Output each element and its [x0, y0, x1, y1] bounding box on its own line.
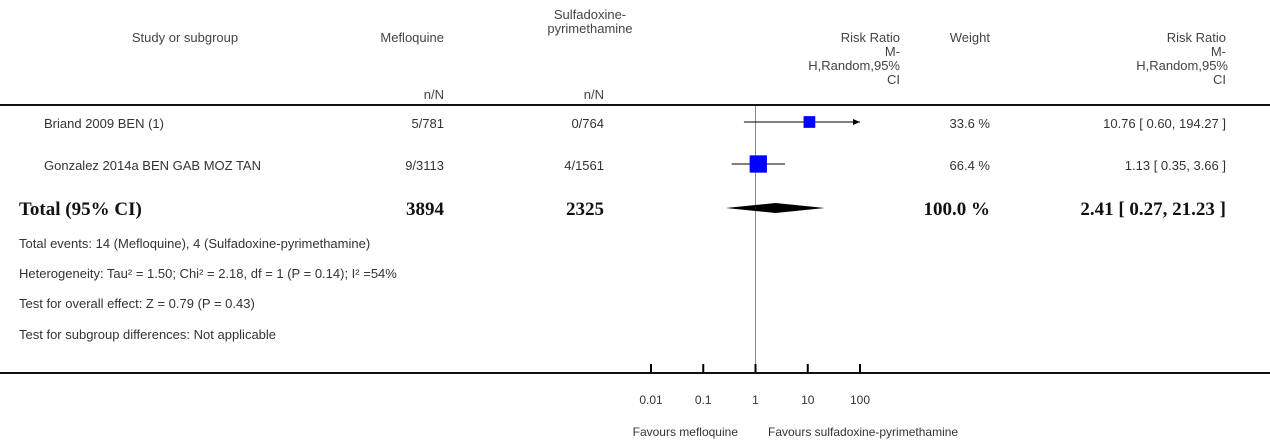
axis-tick-label: 1	[752, 393, 759, 407]
header-exp-name: Mefloquine	[380, 30, 444, 45]
total-ctl: 2325	[566, 199, 604, 220]
ci-arrow	[853, 119, 860, 125]
study-ctl: 0/764	[571, 116, 604, 131]
pooled-diamond	[725, 203, 825, 213]
study-name: Gonzalez 2014a BEN GAB MOZ TAN	[44, 158, 261, 173]
header-rr-plot-3: H,Random,95%	[808, 58, 900, 73]
total-weight: 100.0 %	[923, 199, 991, 220]
study-weight: 66.4 %	[949, 158, 990, 173]
axis-tick-label: 100	[850, 393, 870, 407]
study-rr: 10.76 [ 0.60, 194.27 ]	[1103, 116, 1226, 131]
total-exp: 3894	[406, 199, 444, 220]
header-ctl-name-2: pyrimethamine	[547, 21, 633, 36]
favours-left: Favours mefloquine	[632, 425, 738, 439]
header-rule	[0, 104, 1270, 106]
header-rr-4: CI	[1213, 72, 1226, 87]
header-rr-2: M-	[1210, 44, 1226, 59]
header-weight: Weight	[949, 30, 990, 45]
study-weight: 33.6 %	[949, 116, 990, 131]
heterogeneity: Heterogeneity: Tau² = 1.50; Chi² = 2.18,…	[19, 266, 397, 281]
header-rr-3: H,Random,95%	[1136, 58, 1228, 73]
axis-rule	[0, 372, 1270, 374]
axis-tick-label: 0.01	[639, 393, 663, 407]
study-exp: 5/781	[411, 116, 444, 131]
total-rr: 2.41 [ 0.27, 21.23 ]	[1080, 199, 1226, 220]
favours-right: Favours sulfadoxine-pyrimethamine	[768, 425, 959, 439]
header-study: Study or subgroup	[131, 30, 239, 45]
overall-effect: Test for overall effect: Z = 0.79 (P = 0…	[19, 296, 255, 311]
header-rr-plot-1: Risk Ratio	[840, 30, 900, 45]
total-events: Total events: 14 (Mefloquine), 4 (Sulfad…	[19, 236, 371, 251]
total-label: Total (95% CI)	[19, 199, 142, 220]
study-rr: 1.13 [ 0.35, 3.66 ]	[1124, 158, 1226, 173]
study-exp: 9/3113	[405, 158, 444, 173]
header-rr-plot-4: CI	[887, 72, 900, 87]
header-rr-plot-2: M-	[884, 44, 900, 59]
header-ctl-name-1: Sulfadoxine-	[553, 7, 627, 22]
study-marker	[749, 155, 767, 173]
study-name: Briand 2009 BEN (1)	[44, 116, 164, 131]
study-ctl: 4/1561	[564, 158, 604, 173]
header-rr-1: Risk Ratio	[1166, 30, 1226, 45]
axis-tick-label: 10	[801, 393, 815, 407]
study-marker	[803, 116, 816, 128]
axis-tick-label: 0.1	[695, 393, 712, 407]
header-exp-sub: n/N	[423, 87, 444, 102]
subgroup-differences: Test for subgroup differences: Not appli…	[19, 327, 277, 342]
header-ctl-sub: n/N	[583, 87, 604, 102]
